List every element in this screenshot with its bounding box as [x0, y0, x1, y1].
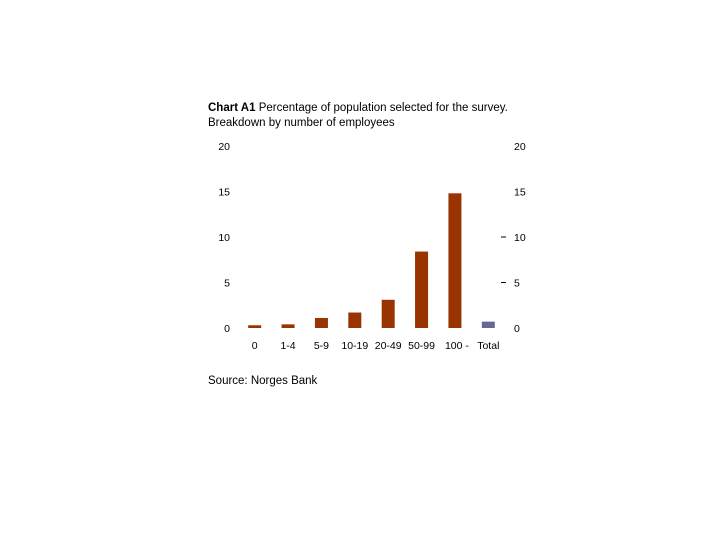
x-tick-label: 5-9 [314, 340, 329, 352]
chart-title-text: Percentage of population selected for th… [258, 102, 508, 114]
y-tick-label-left: 5 [224, 278, 230, 290]
bar [281, 324, 295, 328]
chart-title-label: Chart A1 [208, 102, 256, 114]
bar [481, 321, 495, 328]
bar [348, 312, 362, 328]
chart-subtitle: Breakdown by number of employees [208, 117, 395, 129]
y-tick-label-left: 20 [218, 141, 230, 153]
x-tick-label: 20-49 [375, 340, 402, 352]
y-tick-label-left: 15 [218, 187, 230, 199]
bar [314, 317, 328, 328]
bar [415, 251, 429, 328]
chart-title: Chart A1 Percentage of population select… [208, 101, 548, 131]
x-tick-label: Total [477, 340, 499, 352]
y-tick-label-right: 20 [514, 141, 526, 153]
x-tick-label: 1-4 [280, 340, 295, 352]
y-tick-label-right: 5 [514, 278, 520, 290]
bar [248, 325, 262, 328]
y-tick-label-right: 15 [514, 187, 526, 199]
x-tick-label: 100 - [445, 340, 469, 352]
y-tick-label-left: 0 [224, 323, 230, 335]
y-tick-label-right: 0 [514, 323, 520, 335]
y-tick-label-right: 10 [514, 232, 526, 244]
x-tick-label: 0 [252, 340, 258, 352]
bar [381, 299, 395, 328]
x-tick-label: 10-19 [341, 340, 368, 352]
x-tick-label: 50-99 [408, 340, 435, 352]
source-note: Source: Norges Bank [208, 375, 318, 387]
bar [448, 193, 462, 328]
y-tick-label-left: 10 [218, 232, 230, 244]
